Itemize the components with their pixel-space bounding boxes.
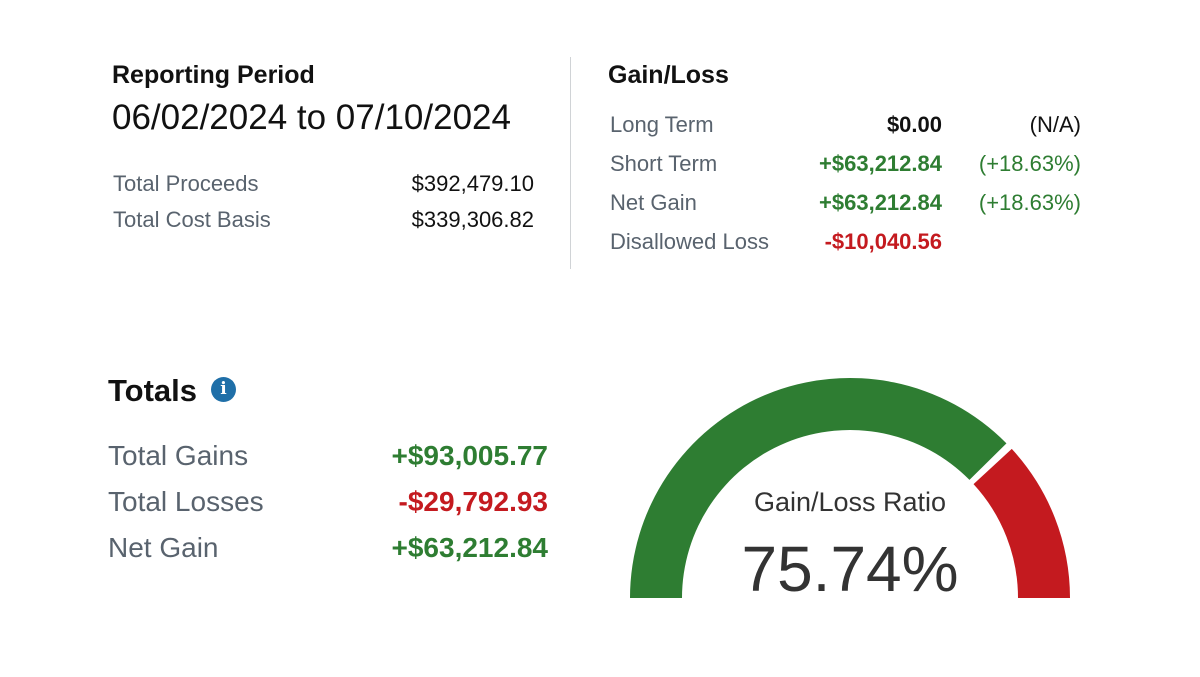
total-cost-basis-value: $339,306.82 <box>411 207 534 232</box>
gauge-loss-arc <box>973 448 1070 598</box>
short-term-label: Short Term <box>610 151 718 176</box>
total-proceeds-label: Total Proceeds <box>113 171 259 196</box>
net-gain-percent: (+18.63%) <box>978 190 1081 215</box>
net-gain-total-value: +$63,212.84 <box>391 532 549 563</box>
gauge-label: Gain/Loss Ratio <box>753 487 947 517</box>
gauge-value: 75.74% <box>741 533 959 605</box>
short-term-amount: +$63,212.84 <box>819 151 942 176</box>
info-icon[interactable]: i <box>211 377 236 402</box>
net-gain-total-row: Net Gain +$63,212.84 <box>108 530 548 566</box>
gauge-gain-arc <box>630 378 1007 598</box>
total-cost-basis-row: Total Cost Basis $339,306.82 <box>113 205 534 235</box>
total-gains-row: Total Gains +$93,005.77 <box>108 438 548 474</box>
net-gain-amount: +$63,212.84 <box>819 190 942 215</box>
total-gains-label: Total Gains <box>108 440 249 471</box>
reporting-period-dates: 06/02/2024 to 07/10/2024 <box>112 98 511 137</box>
section-divider <box>570 57 571 269</box>
gain-loss-heading: Gain/Loss <box>608 61 729 89</box>
short-term-percent: (+18.63%) <box>978 151 1081 176</box>
disallowed-loss-label: Disallowed Loss <box>610 229 769 254</box>
disallowed-loss-amount: -$10,040.56 <box>824 229 942 254</box>
total-gains-value: +$93,005.77 <box>391 440 549 471</box>
long-term-amount: $0.00 <box>886 112 942 137</box>
total-proceeds-row: Total Proceeds $392,479.10 <box>113 169 534 199</box>
long-term-percent: (N/A) <box>1029 112 1081 137</box>
total-losses-row: Total Losses -$29,792.93 <box>108 484 548 520</box>
gain-loss-gauge <box>630 378 1070 598</box>
long-term-label: Long Term <box>610 112 714 137</box>
total-proceeds-value: $392,479.10 <box>411 171 534 196</box>
total-cost-basis-label: Total Cost Basis <box>113 207 271 232</box>
reporting-period-heading: Reporting Period <box>112 61 315 89</box>
net-gain-label: Net Gain <box>610 190 697 215</box>
total-losses-label: Total Losses <box>108 486 264 517</box>
totals-heading: Totals <box>108 373 197 408</box>
total-losses-value: -$29,792.93 <box>398 486 548 517</box>
net-gain-total-label: Net Gain <box>108 532 219 563</box>
